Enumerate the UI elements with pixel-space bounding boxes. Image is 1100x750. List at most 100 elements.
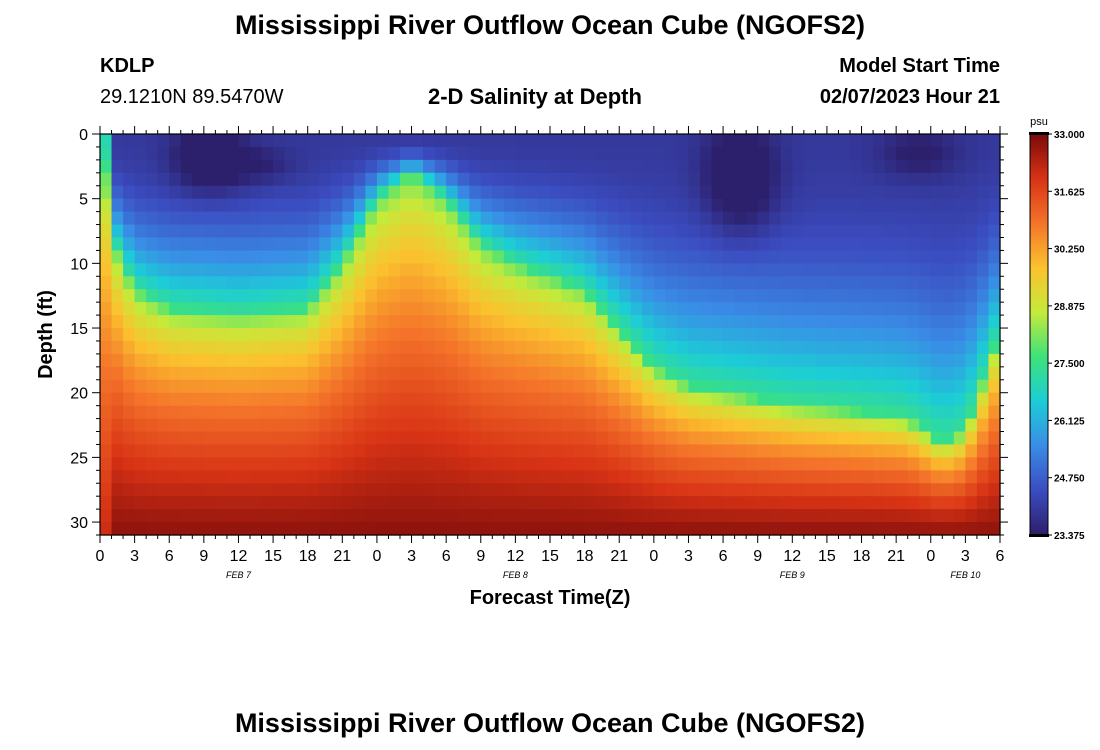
- heatmap-cell: [873, 276, 886, 290]
- heatmap-cell: [526, 315, 540, 329]
- heatmap-cell: [388, 224, 401, 239]
- heatmap-cell: [665, 198, 678, 213]
- heatmap-cell: [942, 185, 955, 200]
- heatmap-cell: [850, 509, 863, 523]
- heatmap-cell: [896, 431, 909, 446]
- heatmap-cell: [757, 328, 770, 342]
- heatmap-cell: [665, 328, 678, 342]
- heatmap-cell: [700, 134, 713, 148]
- heatmap-cell: [826, 470, 840, 484]
- heatmap-cell: [907, 366, 920, 381]
- heatmap-cell: [353, 483, 366, 497]
- heatmap-cell: [492, 276, 505, 290]
- heatmap-cell: [226, 185, 240, 200]
- heatmap-cell: [480, 340, 493, 355]
- heatmap-cell: [411, 276, 424, 290]
- heatmap-cell: [146, 276, 159, 290]
- heatmap-cell: [515, 328, 528, 342]
- heatmap-cell: [203, 340, 216, 355]
- heatmap-cell: [630, 431, 643, 446]
- heatmap-cell: [538, 366, 551, 381]
- heatmap-cell: [492, 431, 505, 446]
- heatmap-cell: [307, 263, 320, 277]
- heatmap-cell: [596, 522, 609, 536]
- heatmap-cell: [400, 250, 413, 264]
- heatmap-cell: [215, 522, 228, 536]
- heatmap-cell: [250, 237, 263, 252]
- heatmap-cell: [653, 496, 666, 510]
- heatmap-cell: [261, 457, 274, 471]
- heatmap-cell: [376, 211, 390, 226]
- heatmap-cell: [284, 185, 297, 200]
- heatmap-cell: [192, 172, 205, 187]
- heatmap-cell: [284, 237, 297, 252]
- model-start-value: 02/07/2023 Hour 21: [819, 86, 1000, 108]
- heatmap-cell: [826, 328, 840, 342]
- heatmap-cell: [596, 185, 609, 200]
- heatmap-cell: [157, 134, 170, 148]
- heatmap-cell: [907, 172, 920, 187]
- heatmap-cell: [134, 509, 147, 523]
- heatmap-cell: [480, 509, 493, 523]
- heatmap-cell: [296, 146, 309, 161]
- heatmap-cell: [411, 379, 424, 394]
- heatmap-cell: [953, 509, 966, 523]
- heatmap-cell: [261, 146, 274, 161]
- heatmap-cell: [376, 159, 390, 174]
- heatmap-cell: [584, 509, 597, 523]
- heatmap-cell: [250, 211, 263, 226]
- heatmap-cell: [526, 211, 540, 226]
- heatmap-cell: [734, 496, 747, 510]
- heatmap-cell: [307, 146, 320, 161]
- heatmap-cell: [123, 457, 136, 471]
- heatmap-cell: [861, 340, 874, 355]
- heatmap-cell: [965, 340, 978, 355]
- heatmap-cell: [850, 185, 863, 200]
- heatmap-cell: [688, 392, 701, 407]
- heatmap-cell: [850, 470, 863, 484]
- heatmap-cell: [700, 405, 713, 420]
- heatmap-cell: [284, 211, 297, 226]
- y-tick-label: 15: [70, 321, 88, 338]
- heatmap-cell: [446, 172, 459, 187]
- heatmap-cell: [607, 146, 620, 161]
- heatmap-cell: [342, 509, 355, 523]
- heatmap-cell: [446, 198, 459, 213]
- heatmap-cell: [850, 418, 863, 433]
- heatmap-cell: [850, 289, 863, 303]
- heatmap-cell: [596, 379, 609, 394]
- heatmap-cell: [238, 457, 251, 471]
- heatmap-cell: [111, 457, 124, 471]
- heatmap-cell: [376, 353, 390, 368]
- heatmap-cell: [423, 146, 436, 161]
- heatmap-cell: [457, 444, 470, 458]
- heatmap-cell: [688, 328, 701, 342]
- heatmap-cell: [607, 483, 620, 497]
- heatmap-cell: [653, 198, 666, 213]
- heatmap-cell: [515, 353, 528, 368]
- heatmap-cell: [411, 237, 424, 252]
- heatmap-cell: [884, 496, 897, 510]
- heatmap-cell: [965, 211, 978, 226]
- heatmap-cell: [861, 483, 874, 497]
- heatmap-cell: [365, 444, 378, 458]
- heatmap-cell: [146, 444, 159, 458]
- heatmap-cell: [100, 379, 113, 394]
- heatmap-cell: [492, 237, 505, 252]
- heatmap-cell: [411, 405, 424, 420]
- heatmap-cell: [919, 340, 932, 355]
- heatmap-cell: [400, 224, 413, 239]
- heatmap-cell: [503, 250, 516, 264]
- heatmap-cell: [861, 224, 874, 239]
- heatmap-cell: [111, 509, 124, 523]
- heatmap-cell: [700, 146, 713, 161]
- heatmap-cell: [400, 237, 413, 252]
- heatmap-cell: [157, 289, 170, 303]
- heatmap-cell: [411, 328, 424, 342]
- heatmap-cell: [492, 302, 505, 316]
- heatmap-cell: [700, 457, 713, 471]
- heatmap-cell: [238, 224, 251, 239]
- heatmap-cell: [942, 172, 955, 187]
- heatmap-cell: [619, 444, 632, 458]
- heatmap-cell: [919, 237, 932, 252]
